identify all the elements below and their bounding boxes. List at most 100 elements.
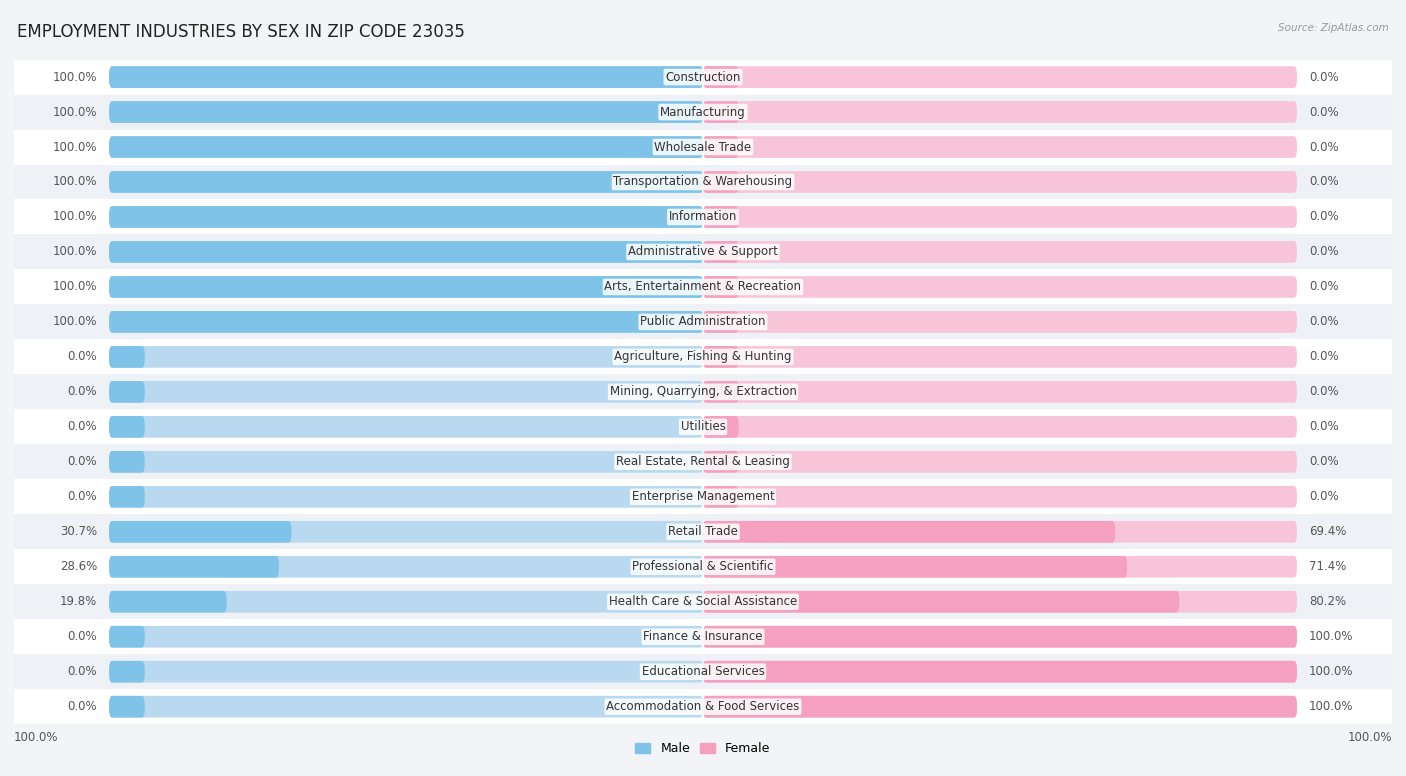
FancyBboxPatch shape [703,696,1296,718]
FancyBboxPatch shape [703,521,1115,542]
FancyBboxPatch shape [703,276,738,298]
Bar [14,269,1392,304]
Text: Information: Information [669,210,737,223]
FancyBboxPatch shape [110,171,703,193]
FancyBboxPatch shape [703,416,1296,438]
Text: 0.0%: 0.0% [1309,386,1339,398]
Bar [14,339,1392,374]
FancyBboxPatch shape [703,101,738,123]
Bar [14,199,1392,234]
FancyBboxPatch shape [110,521,703,542]
Legend: Male, Female: Male, Female [630,737,776,760]
Text: Manufacturing: Manufacturing [661,106,745,119]
FancyBboxPatch shape [110,486,703,508]
FancyBboxPatch shape [110,416,145,438]
FancyBboxPatch shape [110,661,703,683]
FancyBboxPatch shape [110,66,703,88]
Text: 100.0%: 100.0% [52,175,97,189]
Text: Mining, Quarrying, & Extraction: Mining, Quarrying, & Extraction [610,386,796,398]
FancyBboxPatch shape [703,241,738,263]
Text: 0.0%: 0.0% [1309,71,1339,84]
Text: Real Estate, Rental & Leasing: Real Estate, Rental & Leasing [616,456,790,469]
Text: 0.0%: 0.0% [1309,490,1339,504]
FancyBboxPatch shape [703,346,1296,368]
Text: 0.0%: 0.0% [67,351,97,363]
FancyBboxPatch shape [110,626,703,648]
Bar [14,130,1392,165]
FancyBboxPatch shape [703,556,1128,577]
Text: 0.0%: 0.0% [1309,351,1339,363]
Bar [14,619,1392,654]
FancyBboxPatch shape [703,451,1296,473]
FancyBboxPatch shape [110,241,703,263]
Bar [14,480,1392,514]
Bar [14,374,1392,410]
FancyBboxPatch shape [703,66,1296,88]
FancyBboxPatch shape [703,101,1296,123]
FancyBboxPatch shape [110,696,145,718]
Text: 0.0%: 0.0% [67,421,97,433]
FancyBboxPatch shape [703,451,738,473]
FancyBboxPatch shape [703,556,1296,577]
Text: 0.0%: 0.0% [1309,456,1339,469]
Text: 100.0%: 100.0% [52,71,97,84]
FancyBboxPatch shape [110,171,703,193]
Text: 0.0%: 0.0% [67,490,97,504]
FancyBboxPatch shape [703,311,1296,333]
Text: 71.4%: 71.4% [1309,560,1346,573]
Text: 0.0%: 0.0% [1309,210,1339,223]
FancyBboxPatch shape [703,521,1296,542]
FancyBboxPatch shape [110,556,703,577]
FancyBboxPatch shape [110,661,145,683]
Text: 100.0%: 100.0% [1347,731,1392,744]
Bar [14,410,1392,445]
Bar [14,689,1392,724]
FancyBboxPatch shape [703,136,1296,158]
Text: 69.4%: 69.4% [1309,525,1346,539]
FancyBboxPatch shape [703,66,738,88]
Text: 0.0%: 0.0% [67,386,97,398]
FancyBboxPatch shape [703,626,1296,648]
Text: Source: ZipAtlas.com: Source: ZipAtlas.com [1278,23,1389,33]
FancyBboxPatch shape [703,626,1296,648]
FancyBboxPatch shape [703,696,1296,718]
Text: Transportation & Warehousing: Transportation & Warehousing [613,175,793,189]
Bar [14,514,1392,549]
FancyBboxPatch shape [703,311,738,333]
Bar [14,95,1392,130]
Text: 19.8%: 19.8% [60,595,97,608]
Text: 100.0%: 100.0% [52,245,97,258]
Text: 100.0%: 100.0% [52,140,97,154]
FancyBboxPatch shape [703,661,1296,683]
FancyBboxPatch shape [703,416,738,438]
FancyBboxPatch shape [110,556,278,577]
Text: 100.0%: 100.0% [52,106,97,119]
Text: 100.0%: 100.0% [14,731,59,744]
Text: Wholesale Trade: Wholesale Trade [654,140,752,154]
FancyBboxPatch shape [703,661,1296,683]
FancyBboxPatch shape [110,101,703,123]
Text: 0.0%: 0.0% [1309,140,1339,154]
FancyBboxPatch shape [110,416,703,438]
Text: 28.6%: 28.6% [60,560,97,573]
FancyBboxPatch shape [110,206,703,228]
FancyBboxPatch shape [703,591,1296,612]
Text: 0.0%: 0.0% [1309,315,1339,328]
FancyBboxPatch shape [703,206,1296,228]
FancyBboxPatch shape [110,206,703,228]
Text: 100.0%: 100.0% [1309,630,1354,643]
Text: 0.0%: 0.0% [67,456,97,469]
FancyBboxPatch shape [110,311,703,333]
Text: 100.0%: 100.0% [1309,700,1354,713]
FancyBboxPatch shape [703,171,738,193]
FancyBboxPatch shape [110,311,703,333]
FancyBboxPatch shape [703,206,738,228]
FancyBboxPatch shape [110,486,145,508]
Text: EMPLOYMENT INDUSTRIES BY SEX IN ZIP CODE 23035: EMPLOYMENT INDUSTRIES BY SEX IN ZIP CODE… [17,23,465,41]
Text: 0.0%: 0.0% [1309,106,1339,119]
FancyBboxPatch shape [110,346,145,368]
Text: Administrative & Support: Administrative & Support [628,245,778,258]
Text: 0.0%: 0.0% [67,700,97,713]
Text: 0.0%: 0.0% [1309,175,1339,189]
Text: Utilities: Utilities [681,421,725,433]
